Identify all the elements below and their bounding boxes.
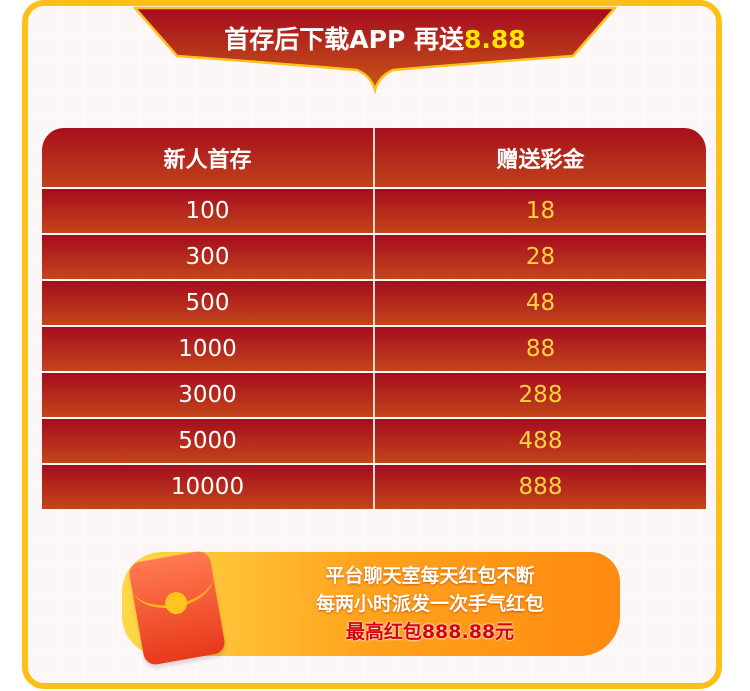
promo-text: 平台聊天室每天红包不断 每两小时派发一次手气红包 最高红包888.88元 — [285, 562, 575, 646]
red-envelope-icon — [127, 549, 227, 667]
promo-line-3: 最高红包888.88元 — [345, 621, 515, 643]
table-row: 100 18 — [42, 189, 706, 233]
deposit-cell: 3000 — [42, 373, 375, 417]
bonus-cell: 88 — [525, 336, 556, 362]
table-row: 5000 488 — [42, 419, 706, 463]
table-row: 1000 88 — [42, 327, 706, 371]
bonus-cell: 488 — [518, 428, 563, 454]
banner-ribbon-shape — [133, 6, 617, 94]
deposit-cell: 100 — [42, 189, 375, 233]
deposit-cell: 1000 — [42, 327, 375, 371]
promo-line-1: 平台聊天室每天红包不断 — [325, 565, 535, 587]
bonus-cell: 28 — [525, 244, 556, 270]
bonus-cell: 888 — [518, 474, 563, 500]
table-row: 300 28 — [42, 235, 706, 279]
deposit-cell: 5000 — [42, 419, 375, 463]
table-row: 500 48 — [42, 281, 706, 325]
deposit-cell: 10000 — [42, 465, 375, 509]
title-banner: 首存后下载APP 再送8.88 — [133, 6, 617, 94]
table-header: 新人首存 赠送彩金 — [42, 128, 706, 187]
header-bonus: 赠送彩金 — [496, 147, 585, 173]
header-deposit: 新人首存 — [42, 128, 375, 187]
table-row: 10000 888 — [42, 465, 706, 509]
banner-title: 首存后下载APP 再送8.88 — [224, 25, 526, 54]
bonus-cell: 288 — [518, 382, 563, 408]
deposit-cell: 500 — [42, 281, 375, 325]
bonus-cell: 18 — [525, 198, 556, 224]
promo-line-2: 每两小时派发一次手气红包 — [315, 593, 544, 615]
bonus-cell: 48 — [525, 290, 556, 316]
deposit-cell: 300 — [42, 235, 375, 279]
bonus-table: 新人首存 赠送彩金 100 18 300 28 500 48 1000 88 3000 288 50… — [42, 128, 706, 509]
table-row: 3000 288 — [42, 373, 706, 417]
